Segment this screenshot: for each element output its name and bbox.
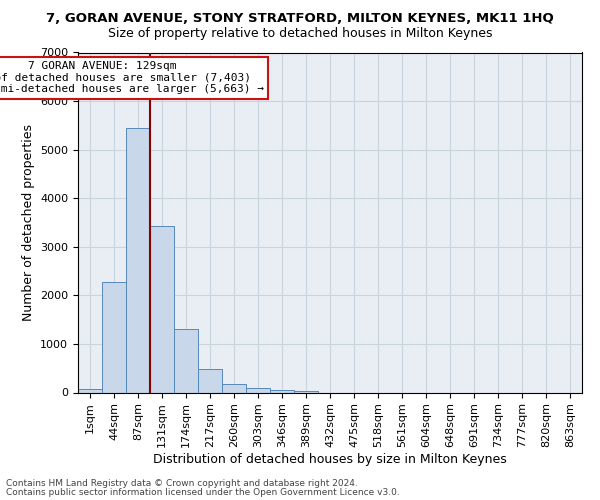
Bar	[126, 128, 150, 392]
Text: 7, GORAN AVENUE, STONY STRATFORD, MILTON KEYNES, MK11 1HQ: 7, GORAN AVENUE, STONY STRATFORD, MILTON…	[46, 12, 554, 26]
X-axis label: Distribution of detached houses by size in Milton Keynes: Distribution of detached houses by size …	[153, 453, 507, 466]
Bar	[222, 384, 246, 392]
Text: Contains HM Land Registry data © Crown copyright and database right 2024.: Contains HM Land Registry data © Crown c…	[6, 478, 358, 488]
Bar	[174, 329, 198, 392]
Bar	[198, 369, 222, 392]
Bar	[246, 388, 270, 392]
Y-axis label: Number of detached properties: Number of detached properties	[22, 124, 35, 321]
Text: Size of property relative to detached houses in Milton Keynes: Size of property relative to detached ho…	[108, 28, 492, 40]
Bar	[78, 388, 102, 392]
Bar	[294, 390, 318, 392]
Bar	[102, 282, 126, 393]
Bar	[270, 390, 294, 392]
Text: 7 GORAN AVENUE: 129sqm
← 56% of detached houses are smaller (7,403)
43% of semi-: 7 GORAN AVENUE: 129sqm ← 56% of detached…	[0, 61, 264, 94]
Text: Contains public sector information licensed under the Open Government Licence v3: Contains public sector information licen…	[6, 488, 400, 497]
Bar	[150, 226, 174, 392]
